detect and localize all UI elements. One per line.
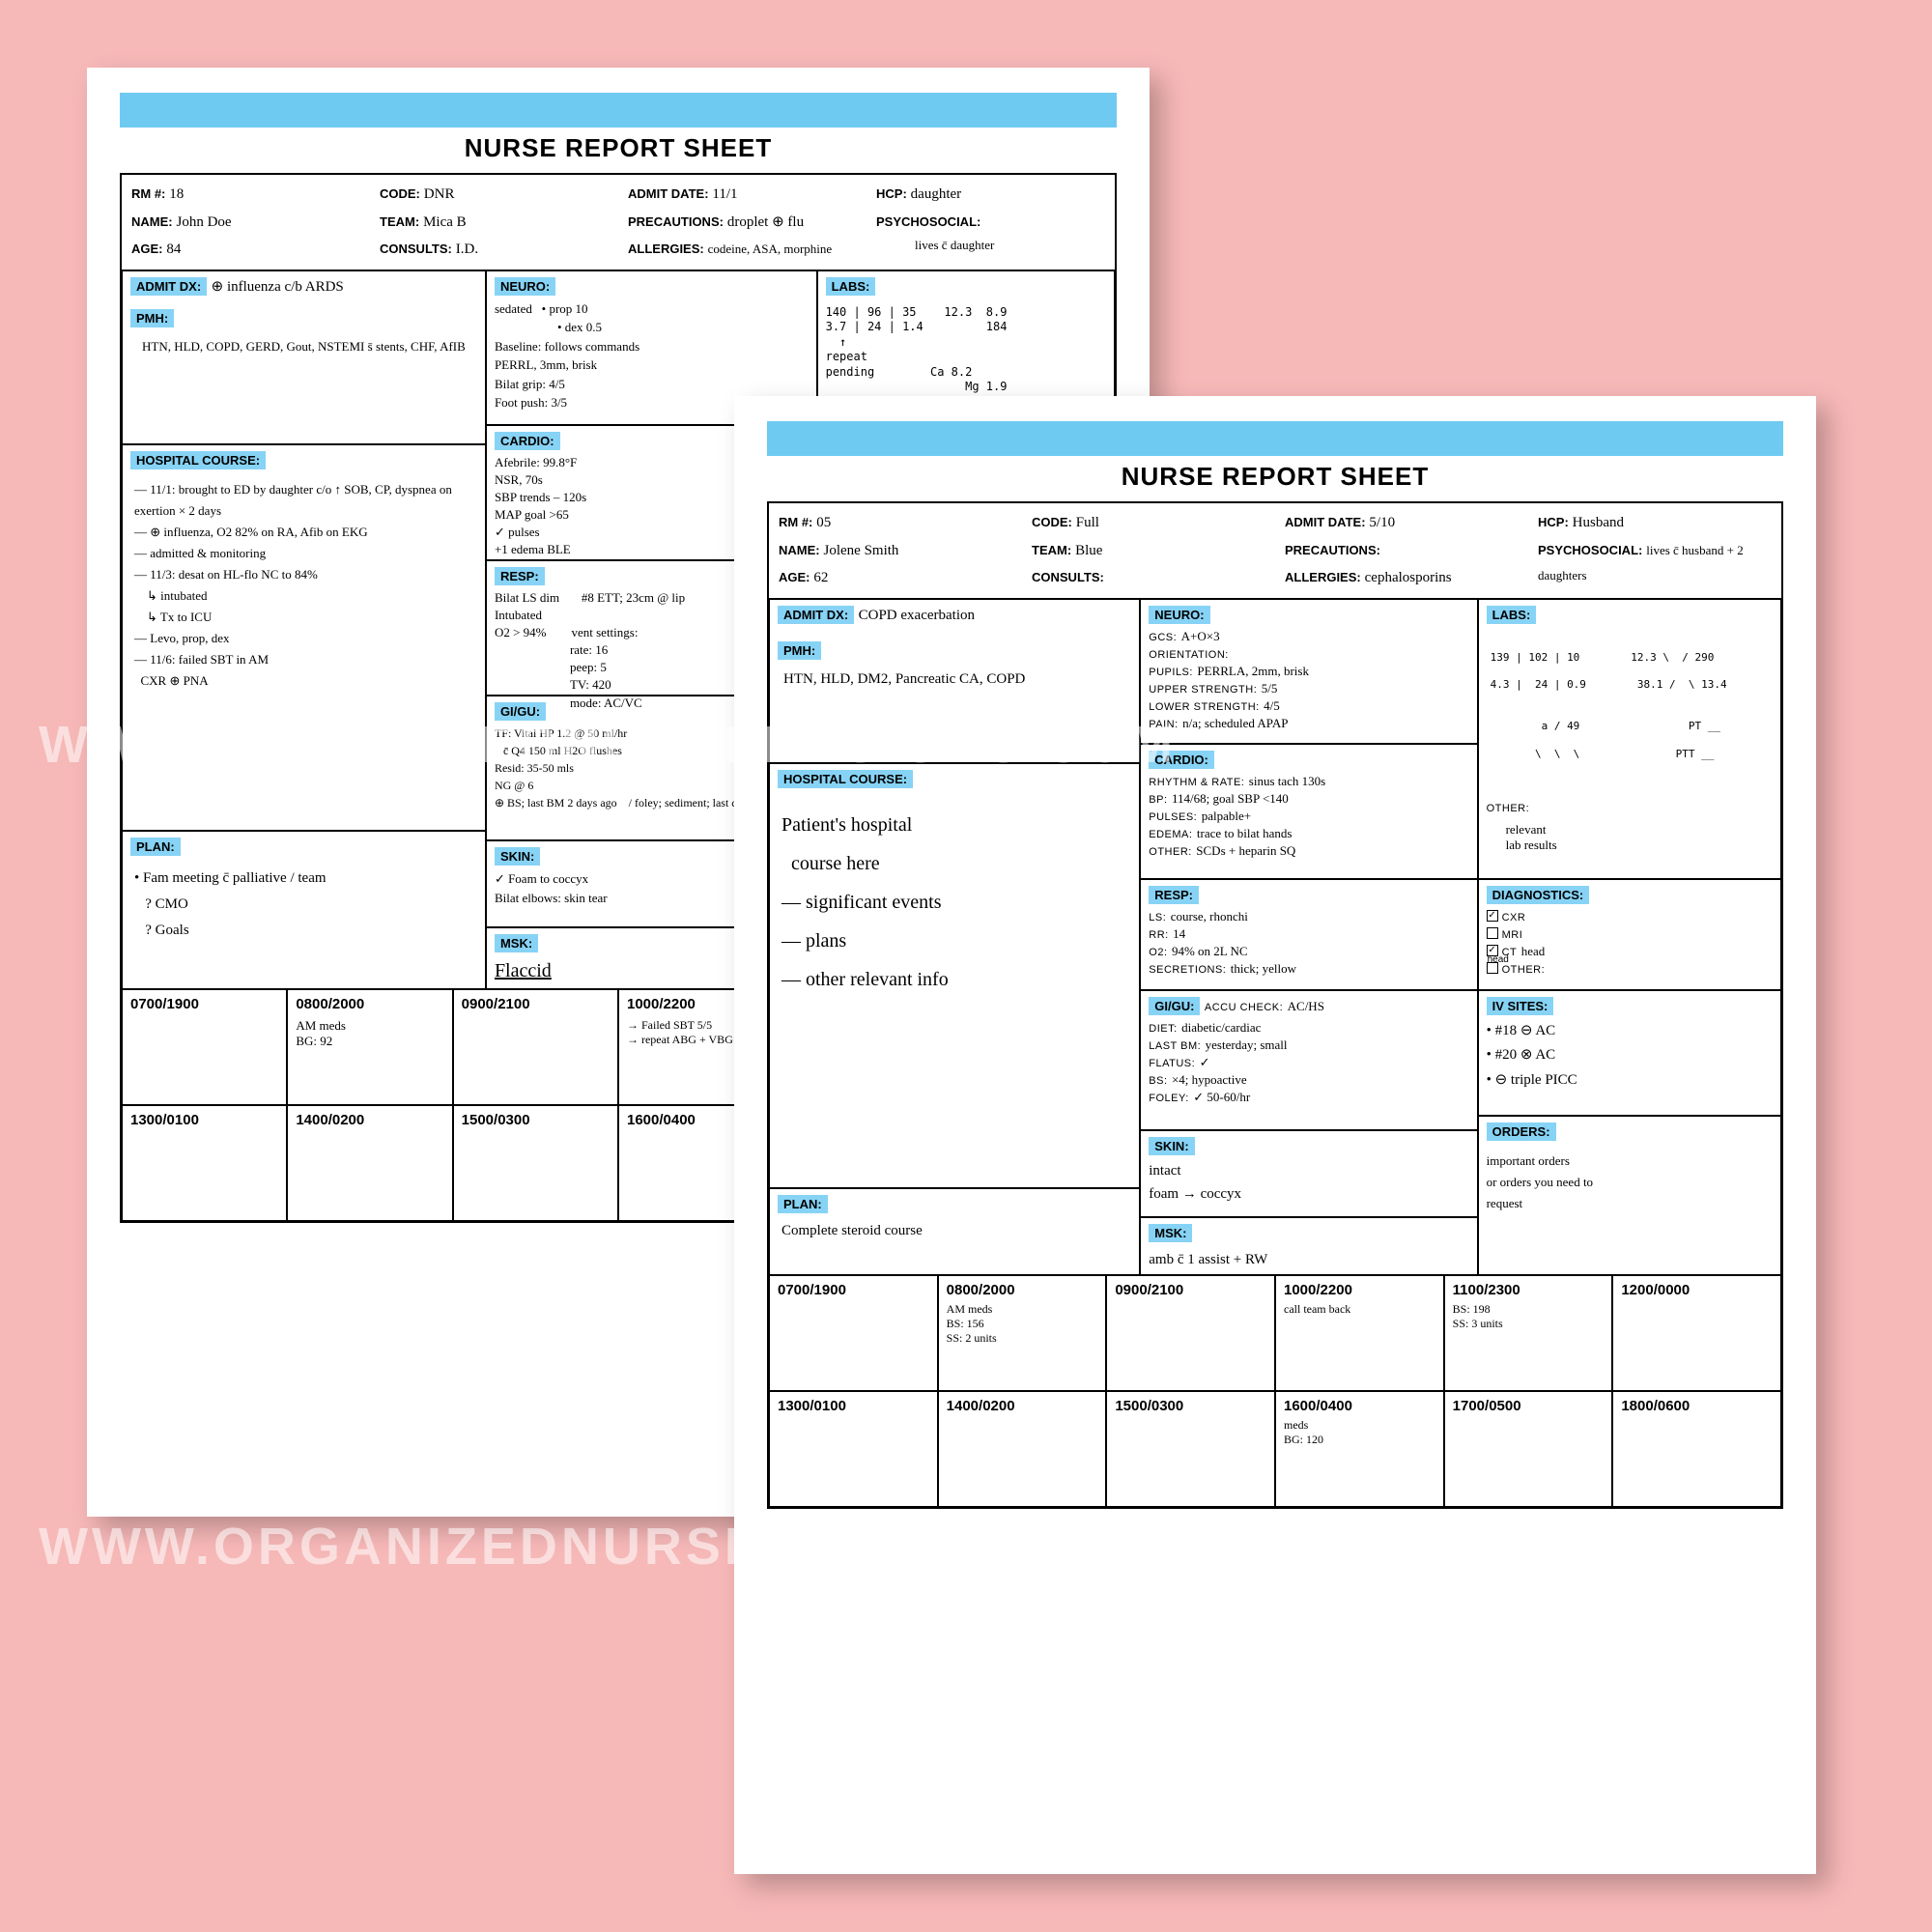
plan: PLAN: • Fam meeting c̄ palliative / team… — [122, 831, 486, 989]
checkbox-icon: ✓ head — [1487, 945, 1498, 956]
admit-dx-pmh: ADMIT DX: ⊕ influenza c/b ARDS PMH: HTN,… — [122, 270, 486, 444]
title-bar — [120, 93, 1117, 128]
cardio: CARDIO: RHYTHM & RATE: sinus tach 130s B… — [1140, 744, 1477, 879]
sheet-title: NURSE REPORT SHEET — [767, 462, 1783, 492]
patient-header: RM #: 05 NAME: Jolene Smith AGE: 62 CODE… — [769, 503, 1781, 599]
resp: RESP: LS: course, rhonchi RR: 14 O2: 94%… — [1140, 879, 1477, 990]
time-grid: 0700/1900 0800/2000AM meds BS: 156 SS: 2… — [769, 1275, 1781, 1507]
orders: ORDERS: important orders or orders you n… — [1478, 1116, 1781, 1275]
checkbox-icon — [1487, 927, 1498, 939]
nurse-sheet-front: NURSE REPORT SHEET RM #: 05 NAME: Jolene… — [734, 396, 1816, 1874]
sheet-title: NURSE REPORT SHEET — [120, 133, 1117, 163]
neuro: NEURO: GCS: A+O×3 ORIENTATION: PUPILS: P… — [1140, 599, 1477, 744]
hospital-course: HOSPITAL COURSE: Patient's hospital cour… — [769, 763, 1140, 1188]
iv-sites: IV SITES: • #18 ⊖ AC • #20 ⊗ AC • ⊖ trip… — [1478, 990, 1781, 1116]
msk: MSK: amb c̄ 1 assist + RW — [1140, 1217, 1477, 1275]
skin: SKIN: intact foam → coccyx — [1140, 1130, 1477, 1217]
gigu: GI/GU: ACCU CHECK: AC/HS DIET: diabetic/… — [1140, 990, 1477, 1130]
hospital-course: HOSPITAL COURSE: — 11/1: brought to ED b… — [122, 444, 486, 831]
plan: PLAN: Complete steroid course — [769, 1188, 1140, 1275]
title-bar — [767, 421, 1783, 456]
labs: LABS: 139 | 102 | 10 12.3 \ / 290 4.3 | … — [1478, 599, 1781, 879]
diagnostics: DIAGNOSTICS: ✓CXR MRI ✓ headCT head OTHE… — [1478, 879, 1781, 990]
checkbox-icon — [1487, 962, 1498, 974]
patient-header: RM #: 18 NAME: John Doe AGE: 84 CODE: DN… — [122, 175, 1115, 270]
admit-dx-pmh: ADMIT DX: COPD exacerbation PMH: HTN, HL… — [769, 599, 1140, 763]
checkbox-icon: ✓ — [1487, 910, 1498, 922]
